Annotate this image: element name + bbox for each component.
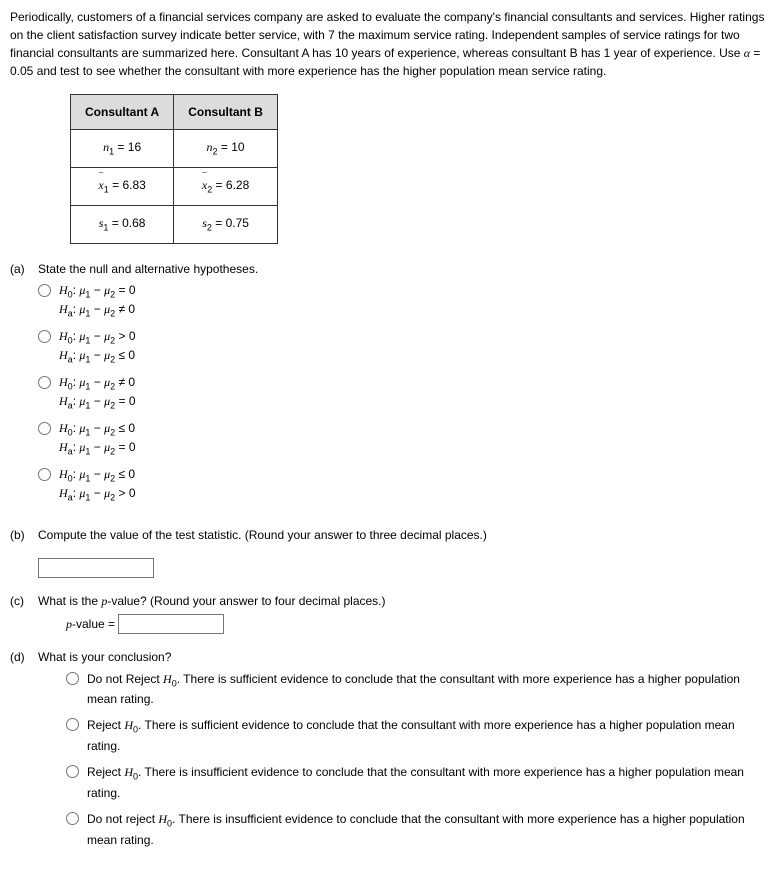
conclusion-option: Do not reject H0. There is insufficient … (87, 810, 770, 849)
part-a-prompt: State the null and alternative hypothese… (38, 260, 770, 278)
table-row: n1 = 16 n2 = 10 (71, 130, 278, 168)
conclusion-option: Do not Reject H0. There is sufficient ev… (87, 670, 770, 709)
col-header-a: Consultant A (71, 95, 174, 130)
conclusion-radio[interactable] (66, 672, 79, 685)
part-c-prompt: What is the p-value? (Round your answer … (38, 592, 770, 610)
hypothesis-radio[interactable] (38, 284, 51, 297)
part-a-label: (a) (10, 260, 38, 512)
col-header-b: Consultant B (174, 95, 278, 130)
hypothesis-radio[interactable] (38, 330, 51, 343)
conclusion-option: Reject H0. There is insufficient evidenc… (87, 763, 770, 802)
hypothesis-radio[interactable] (38, 422, 51, 435)
hypothesis-radio[interactable] (38, 468, 51, 481)
conclusion-radio[interactable] (66, 765, 79, 778)
hypothesis-radio[interactable] (38, 376, 51, 389)
hypothesis-option: H0: μ1 − μ2 ≤ 0Ha: μ1 − μ2 > 0 (59, 466, 770, 504)
part-b-label: (b) (10, 526, 38, 544)
conclusion-radio[interactable] (66, 812, 79, 825)
hypothesis-option: H0: μ1 − μ2 ≤ 0Ha: μ1 − μ2 = 0 (59, 420, 770, 458)
part-d-prompt: What is your conclusion? (38, 648, 770, 666)
part-b-prompt: Compute the value of the test statistic.… (38, 526, 770, 544)
table-row: x1 = 6.83 x2 = 6.28 (71, 167, 278, 205)
table-row: s1 = 0.68 s2 = 0.75 (71, 205, 278, 243)
part-d-label: (d) (10, 648, 38, 858)
hypothesis-option: H0: μ1 − μ2 = 0Ha: μ1 − μ2 ≠ 0 (59, 282, 770, 320)
part-c-label: (c) (10, 592, 38, 634)
test-statistic-input[interactable] (38, 558, 154, 578)
p-value-input[interactable] (118, 614, 224, 634)
conclusion-option: Reject H0. There is sufficient evidence … (87, 716, 770, 755)
hypothesis-option: H0: μ1 − μ2 ≠ 0Ha: μ1 − μ2 = 0 (59, 374, 770, 412)
problem-intro: Periodically, customers of a financial s… (10, 8, 770, 80)
consultants-table: Consultant A Consultant B n1 = 16 n2 = 1… (70, 94, 278, 244)
conclusion-radio[interactable] (66, 718, 79, 731)
hypothesis-option: H0: μ1 − μ2 > 0Ha: μ1 − μ2 ≤ 0 (59, 328, 770, 366)
